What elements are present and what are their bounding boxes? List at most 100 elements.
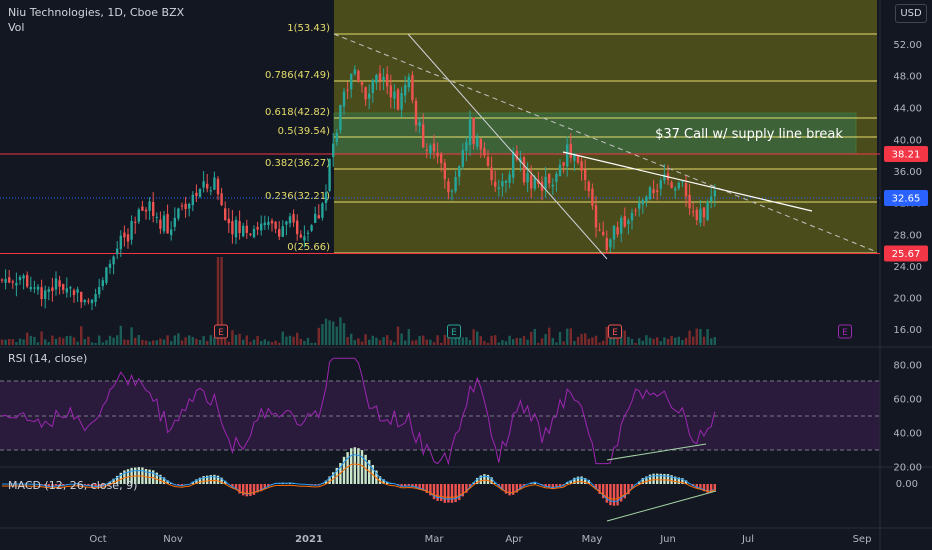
volume-bar <box>184 337 187 345</box>
volume-label: Vol <box>8 21 25 34</box>
volume-bar <box>256 335 259 345</box>
candle-body <box>598 229 601 231</box>
volume-bar <box>472 329 475 345</box>
volume-bar <box>90 342 94 345</box>
candle-body <box>317 215 320 219</box>
macd-bar <box>378 476 382 484</box>
candle-body <box>119 235 122 250</box>
candle-body <box>378 73 382 81</box>
candle-body <box>296 220 299 235</box>
candle-body <box>702 207 706 218</box>
macd-bar <box>713 484 716 491</box>
macd-bar <box>220 477 223 484</box>
resistance-trendline[interactable] <box>562 151 813 212</box>
macd-bar <box>558 484 562 488</box>
candle-body <box>126 234 130 242</box>
volume-bar <box>396 326 400 345</box>
candle-body <box>620 217 623 234</box>
candle-body <box>4 279 7 283</box>
macd-bar <box>623 484 626 499</box>
macd-bar <box>94 484 97 488</box>
macd-bar <box>620 484 623 502</box>
earnings-marker[interactable] <box>838 324 852 339</box>
volume-bar <box>692 336 695 345</box>
currency-button[interactable]: USD <box>895 4 927 23</box>
rsi-divergence-line[interactable] <box>606 443 707 461</box>
macd-bar <box>353 447 356 484</box>
volume-bar <box>465 337 468 345</box>
macd-bar <box>699 484 702 490</box>
rsi-tick: 20.00 <box>893 463 922 474</box>
volume-bar <box>407 329 410 345</box>
candle-body <box>605 238 608 251</box>
time-label: Oct <box>89 534 106 545</box>
price-badge <box>884 146 928 162</box>
candle-body <box>591 188 594 206</box>
macd-bar <box>670 475 673 484</box>
volume-bar <box>130 327 133 345</box>
time-label: 2021 <box>295 534 323 545</box>
earnings-marker[interactable] <box>447 324 461 339</box>
volume-bar <box>382 337 385 345</box>
candle-body <box>450 190 454 192</box>
volume-bar <box>249 341 252 345</box>
candle-body <box>177 208 180 219</box>
volume-bar <box>645 335 648 345</box>
volume-bar <box>324 318 328 345</box>
earnings-marker[interactable] <box>214 324 228 339</box>
volume-bar <box>368 339 371 345</box>
candle-body <box>357 70 360 82</box>
candle-body <box>8 277 11 283</box>
macd-bar <box>548 484 551 488</box>
volume-bar <box>526 339 529 345</box>
candle-body <box>249 233 252 235</box>
candle-body <box>692 211 695 213</box>
volume-bar <box>4 339 7 345</box>
candle-body <box>699 208 702 223</box>
candle-body <box>652 189 655 194</box>
earnings-marker[interactable] <box>608 324 622 339</box>
candle-body <box>458 166 461 177</box>
candle-body <box>227 218 230 224</box>
volume-bar <box>393 342 396 345</box>
candle-body <box>29 287 32 290</box>
candle-body <box>350 73 353 90</box>
volume-bar <box>443 334 446 345</box>
candle-body <box>634 210 637 212</box>
macd-divergence-line[interactable] <box>606 490 717 522</box>
volume-bar <box>126 339 130 345</box>
volume-bar <box>353 340 356 345</box>
volume-bar <box>137 334 140 345</box>
candle-body <box>566 144 569 167</box>
macd-bar <box>425 484 428 493</box>
volume-bar <box>206 341 209 345</box>
volume-bar <box>623 330 626 345</box>
macd-bar <box>58 484 61 487</box>
candle-body <box>155 216 158 218</box>
volume-bar <box>468 340 472 345</box>
volume-bar <box>141 339 144 345</box>
volume-bar <box>440 342 443 345</box>
candle-body <box>663 174 666 181</box>
candle-body <box>11 281 14 283</box>
macd-bar <box>360 450 364 484</box>
volume-bar <box>702 336 706 345</box>
supply-line[interactable] <box>333 33 878 253</box>
macd-bar <box>216 475 220 484</box>
macd-bar <box>242 484 245 496</box>
macd-bar <box>245 484 248 497</box>
volume-bar <box>76 341 79 345</box>
candle-body <box>47 289 50 292</box>
candle-body <box>18 277 22 281</box>
volume-bar <box>339 317 342 345</box>
candle-body <box>494 181 497 187</box>
volume-bar <box>87 336 90 345</box>
downtrend-line[interactable] <box>407 33 608 260</box>
macd-bar <box>612 484 616 506</box>
macd-bar <box>580 476 583 484</box>
fib-label: 1(53.43) <box>287 23 330 34</box>
candle-body <box>105 267 108 283</box>
volume-bar <box>609 335 612 345</box>
macd-bar <box>692 484 695 487</box>
